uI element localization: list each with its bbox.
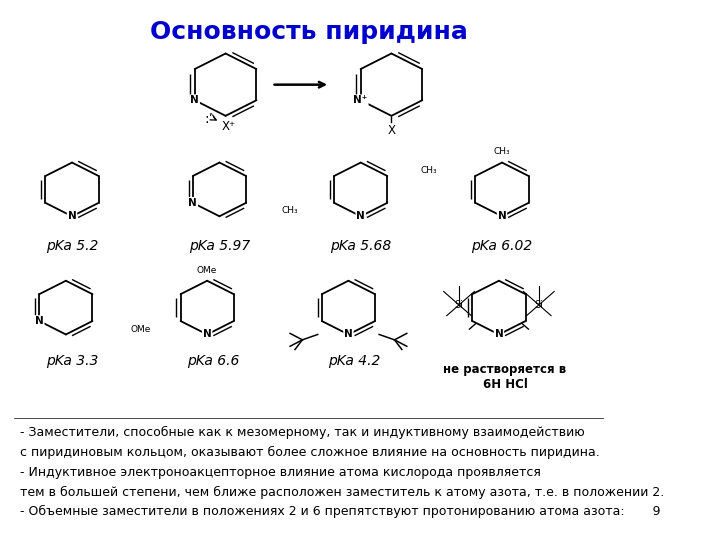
Text: N: N: [495, 329, 503, 340]
Text: N: N: [203, 329, 212, 340]
Text: - Индуктивное электроноакцепторное влияние атома кислорода проявляется: - Индуктивное электроноакцепторное влиян…: [20, 465, 541, 478]
Text: OMe: OMe: [130, 325, 150, 334]
Text: CH₃: CH₃: [494, 147, 510, 156]
Text: pKa 4.2: pKa 4.2: [328, 354, 381, 368]
Text: CH₃: CH₃: [420, 166, 437, 175]
Text: pKa 6.02: pKa 6.02: [472, 239, 533, 253]
Text: X⁺: X⁺: [221, 119, 235, 132]
Text: не растворяется в
6H HCl: не растворяется в 6H HCl: [444, 363, 567, 392]
Text: Si: Si: [534, 300, 544, 310]
Text: N: N: [68, 211, 76, 221]
Text: CH₃: CH₃: [282, 206, 299, 215]
Text: N: N: [498, 211, 506, 221]
Text: - Заместители, способные как к мезомерному, так и индуктивному взаимодействию: - Заместители, способные как к мезомерно…: [20, 426, 585, 439]
Text: N⁺: N⁺: [354, 95, 368, 105]
Text: pKa 5.97: pKa 5.97: [189, 239, 250, 253]
Text: Si: Si: [454, 300, 464, 310]
Text: N: N: [35, 316, 44, 326]
Text: OMe: OMe: [197, 266, 217, 274]
Text: - Объемные заместители в положениях 2 и 6 препятствуют протонированию атома азот: - Объемные заместители в положениях 2 и …: [20, 505, 660, 518]
Text: Основность пиридина: Основность пиридина: [150, 20, 467, 44]
Text: N: N: [189, 198, 197, 208]
Text: pKa 5.2: pKa 5.2: [46, 239, 98, 253]
Text: с пиридиновым кольцом, оказывают более сложное влияние на основность пиридина.: с пиридиновым кольцом, оказывают более с…: [20, 446, 600, 459]
Text: N: N: [344, 329, 353, 340]
Text: тем в большей степени, чем ближе расположен заместитель к атому азота, т.е. в по: тем в большей степени, чем ближе располо…: [20, 485, 664, 498]
Text: pKa 3.3: pKa 3.3: [46, 354, 98, 368]
Text: N: N: [356, 211, 365, 221]
Text: pKa 6.6: pKa 6.6: [187, 354, 240, 368]
Text: :’: :’: [204, 111, 214, 125]
Text: N: N: [190, 95, 199, 105]
Text: X: X: [387, 124, 395, 137]
Text: pKa 5.68: pKa 5.68: [330, 239, 392, 253]
